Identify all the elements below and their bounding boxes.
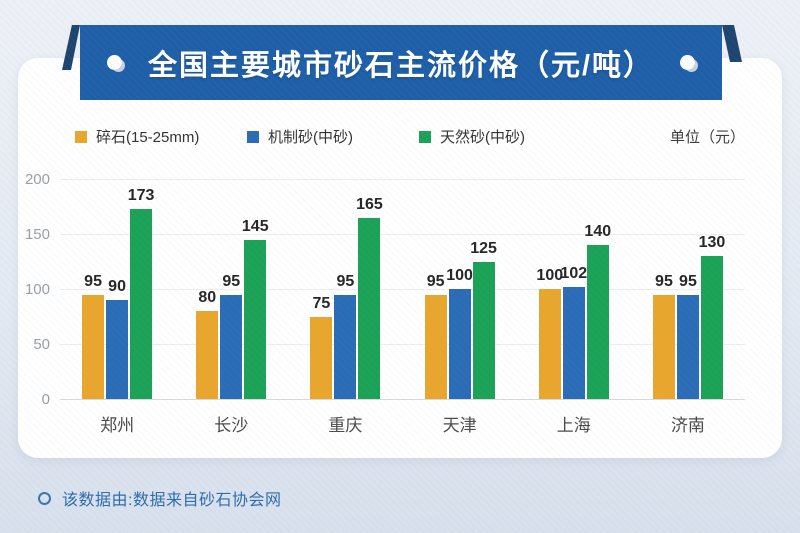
bar-value-label: 100 [446, 267, 473, 284]
bar-value-label: 75 [312, 294, 331, 312]
x-axis-label-重庆: 重庆 [328, 416, 363, 435]
unit-label: 单位（元） [669, 129, 745, 146]
gridline-150 [60, 234, 745, 235]
plot-area: 0 50 100 150 200 95 90 173 郑州 80 95 145 长沙 75 95 165 重庆 9… [25, 172, 745, 436]
bar-重庆-天然砂(中砂): 165 [356, 196, 383, 399]
page-title: 全国主要城市砂石主流价格（元/吨） [147, 49, 655, 82]
legend-item-machine-sand: 机制砂(中砂) [247, 126, 419, 147]
chart-legend: 碎石(15-25mm) 机制砂(中砂) 天然砂(中砂) 单位（元） [75, 126, 745, 147]
legend-label: 碎石(15-25mm) [96, 129, 200, 146]
bar-group-郑州: 95 90 173 郑州 [60, 179, 174, 435]
legend-item-crushed-stone: 碎石(15-25mm) [75, 126, 247, 147]
bar-value-label: 95 [336, 272, 355, 290]
bar-郑州-天然砂(中砂): 173 [128, 187, 154, 399]
bars: 75 95 165 [310, 196, 383, 399]
data-source-note: 该数据由:数据来自砂石协会网 [38, 486, 281, 510]
legend-swatch-machine-sand [247, 130, 259, 143]
bar-groups: 95 90 173 郑州 80 95 145 长沙 75 95 165 重庆 95 100 125 天津 100… [60, 179, 745, 436]
banner-dot-left-icon [106, 55, 122, 70]
legend-swatch-crushed-stone [75, 130, 87, 143]
legend-label: 天然砂(中砂) [440, 129, 525, 146]
bar-group-济南: 95 95 130 济南 [631, 179, 745, 435]
data-source-text: 该数据由:数据来自砂石协会网 [62, 492, 282, 509]
bar-group-长沙: 80 95 145 长沙 [174, 179, 288, 435]
bar-value-label: 80 [198, 289, 217, 306]
bars: 100 102 140 [536, 224, 611, 399]
bar-value-label: 102 [560, 264, 588, 282]
y-axis-tick-0: 0 [41, 391, 50, 408]
bar-郑州-机制砂(中砂): 90 [106, 279, 129, 399]
x-axis-label-济南: 济南 [670, 416, 705, 435]
bar-value-label: 95 [84, 272, 102, 290]
bar-group-上海: 100 102 140 上海 [517, 179, 631, 436]
bar-value-label: 165 [356, 195, 383, 213]
bars: 80 95 145 [196, 218, 269, 399]
bars: 95 95 130 [652, 235, 725, 399]
bar-value-label: 90 [108, 278, 126, 295]
bar-济南-机制砂(中砂): 95 [676, 273, 699, 399]
chart-card: 碎石(15-25mm) 机制砂(中砂) 天然砂(中砂) 单位（元） 0 50 100… [18, 58, 782, 458]
bar-上海-天然砂(中砂): 140 [584, 224, 611, 399]
bar-长沙-天然砂(中砂): 145 [242, 218, 269, 399]
bar-value-label: 95 [655, 272, 673, 290]
bar-郑州-碎石(15-25mm): 95 [82, 273, 105, 399]
title-banner: 全国主要城市砂石主流价格（元/吨） [80, 25, 722, 100]
gridline-100 [60, 289, 745, 290]
gridline-0 [60, 399, 745, 400]
bar-value-label: 95 [222, 272, 241, 290]
bars: 95 100 125 [424, 240, 497, 399]
gridline-200 [60, 179, 745, 180]
bar-value-label: 95 [426, 272, 445, 290]
bar-天津-天然砂(中砂): 125 [470, 240, 497, 399]
gridline-50 [60, 344, 745, 345]
bar-济南-碎石(15-25mm): 95 [652, 273, 675, 399]
y-axis-tick-50: 50 [33, 336, 50, 353]
bar-上海-碎石(15-25mm): 100 [536, 268, 563, 399]
legend-swatch-natural-sand [419, 130, 431, 143]
bar-value-label: 100 [536, 267, 564, 284]
y-axis-tick-100: 100 [24, 281, 50, 298]
bar-value-label: 95 [679, 272, 697, 290]
bar-group-天津: 95 100 125 天津 [403, 179, 517, 435]
bar-value-label: 130 [698, 234, 726, 251]
legend-item-natural-sand: 天然砂(中砂) [419, 126, 591, 147]
y-axis-tick-150: 150 [24, 226, 50, 243]
x-axis-label-郑州: 郑州 [100, 416, 135, 435]
bar-天津-机制砂(中砂): 100 [446, 268, 473, 399]
bar-group-重庆: 75 95 165 重庆 [288, 179, 402, 435]
bar-长沙-碎石(15-25mm): 80 [196, 290, 219, 399]
bar-长沙-机制砂(中砂): 95 [220, 273, 243, 399]
y-axis-tick-200: 200 [24, 171, 50, 188]
legend-label: 机制砂(中砂) [268, 129, 353, 146]
banner-dot-right-icon [680, 55, 696, 70]
bar-重庆-碎石(15-25mm): 75 [310, 295, 333, 399]
ribbon-fold-right [722, 25, 742, 62]
x-axis-label-上海: 上海 [556, 416, 591, 435]
bar-value-label: 145 [241, 217, 269, 235]
circle-bullet-icon [38, 491, 51, 505]
bar-value-label: 173 [127, 186, 155, 204]
x-axis-label-长沙: 长沙 [214, 416, 249, 435]
bar-上海-机制砂(中砂): 102 [560, 265, 587, 399]
bars: 95 90 173 [82, 187, 154, 399]
bar-济南-天然砂(中砂): 130 [699, 235, 725, 399]
bar-天津-碎石(15-25mm): 95 [424, 273, 447, 399]
bar-value-label: 125 [470, 239, 497, 257]
x-axis-label-天津: 天津 [442, 416, 477, 435]
bar-重庆-机制砂(中砂): 95 [334, 273, 357, 399]
bar-value-label: 140 [584, 223, 612, 240]
